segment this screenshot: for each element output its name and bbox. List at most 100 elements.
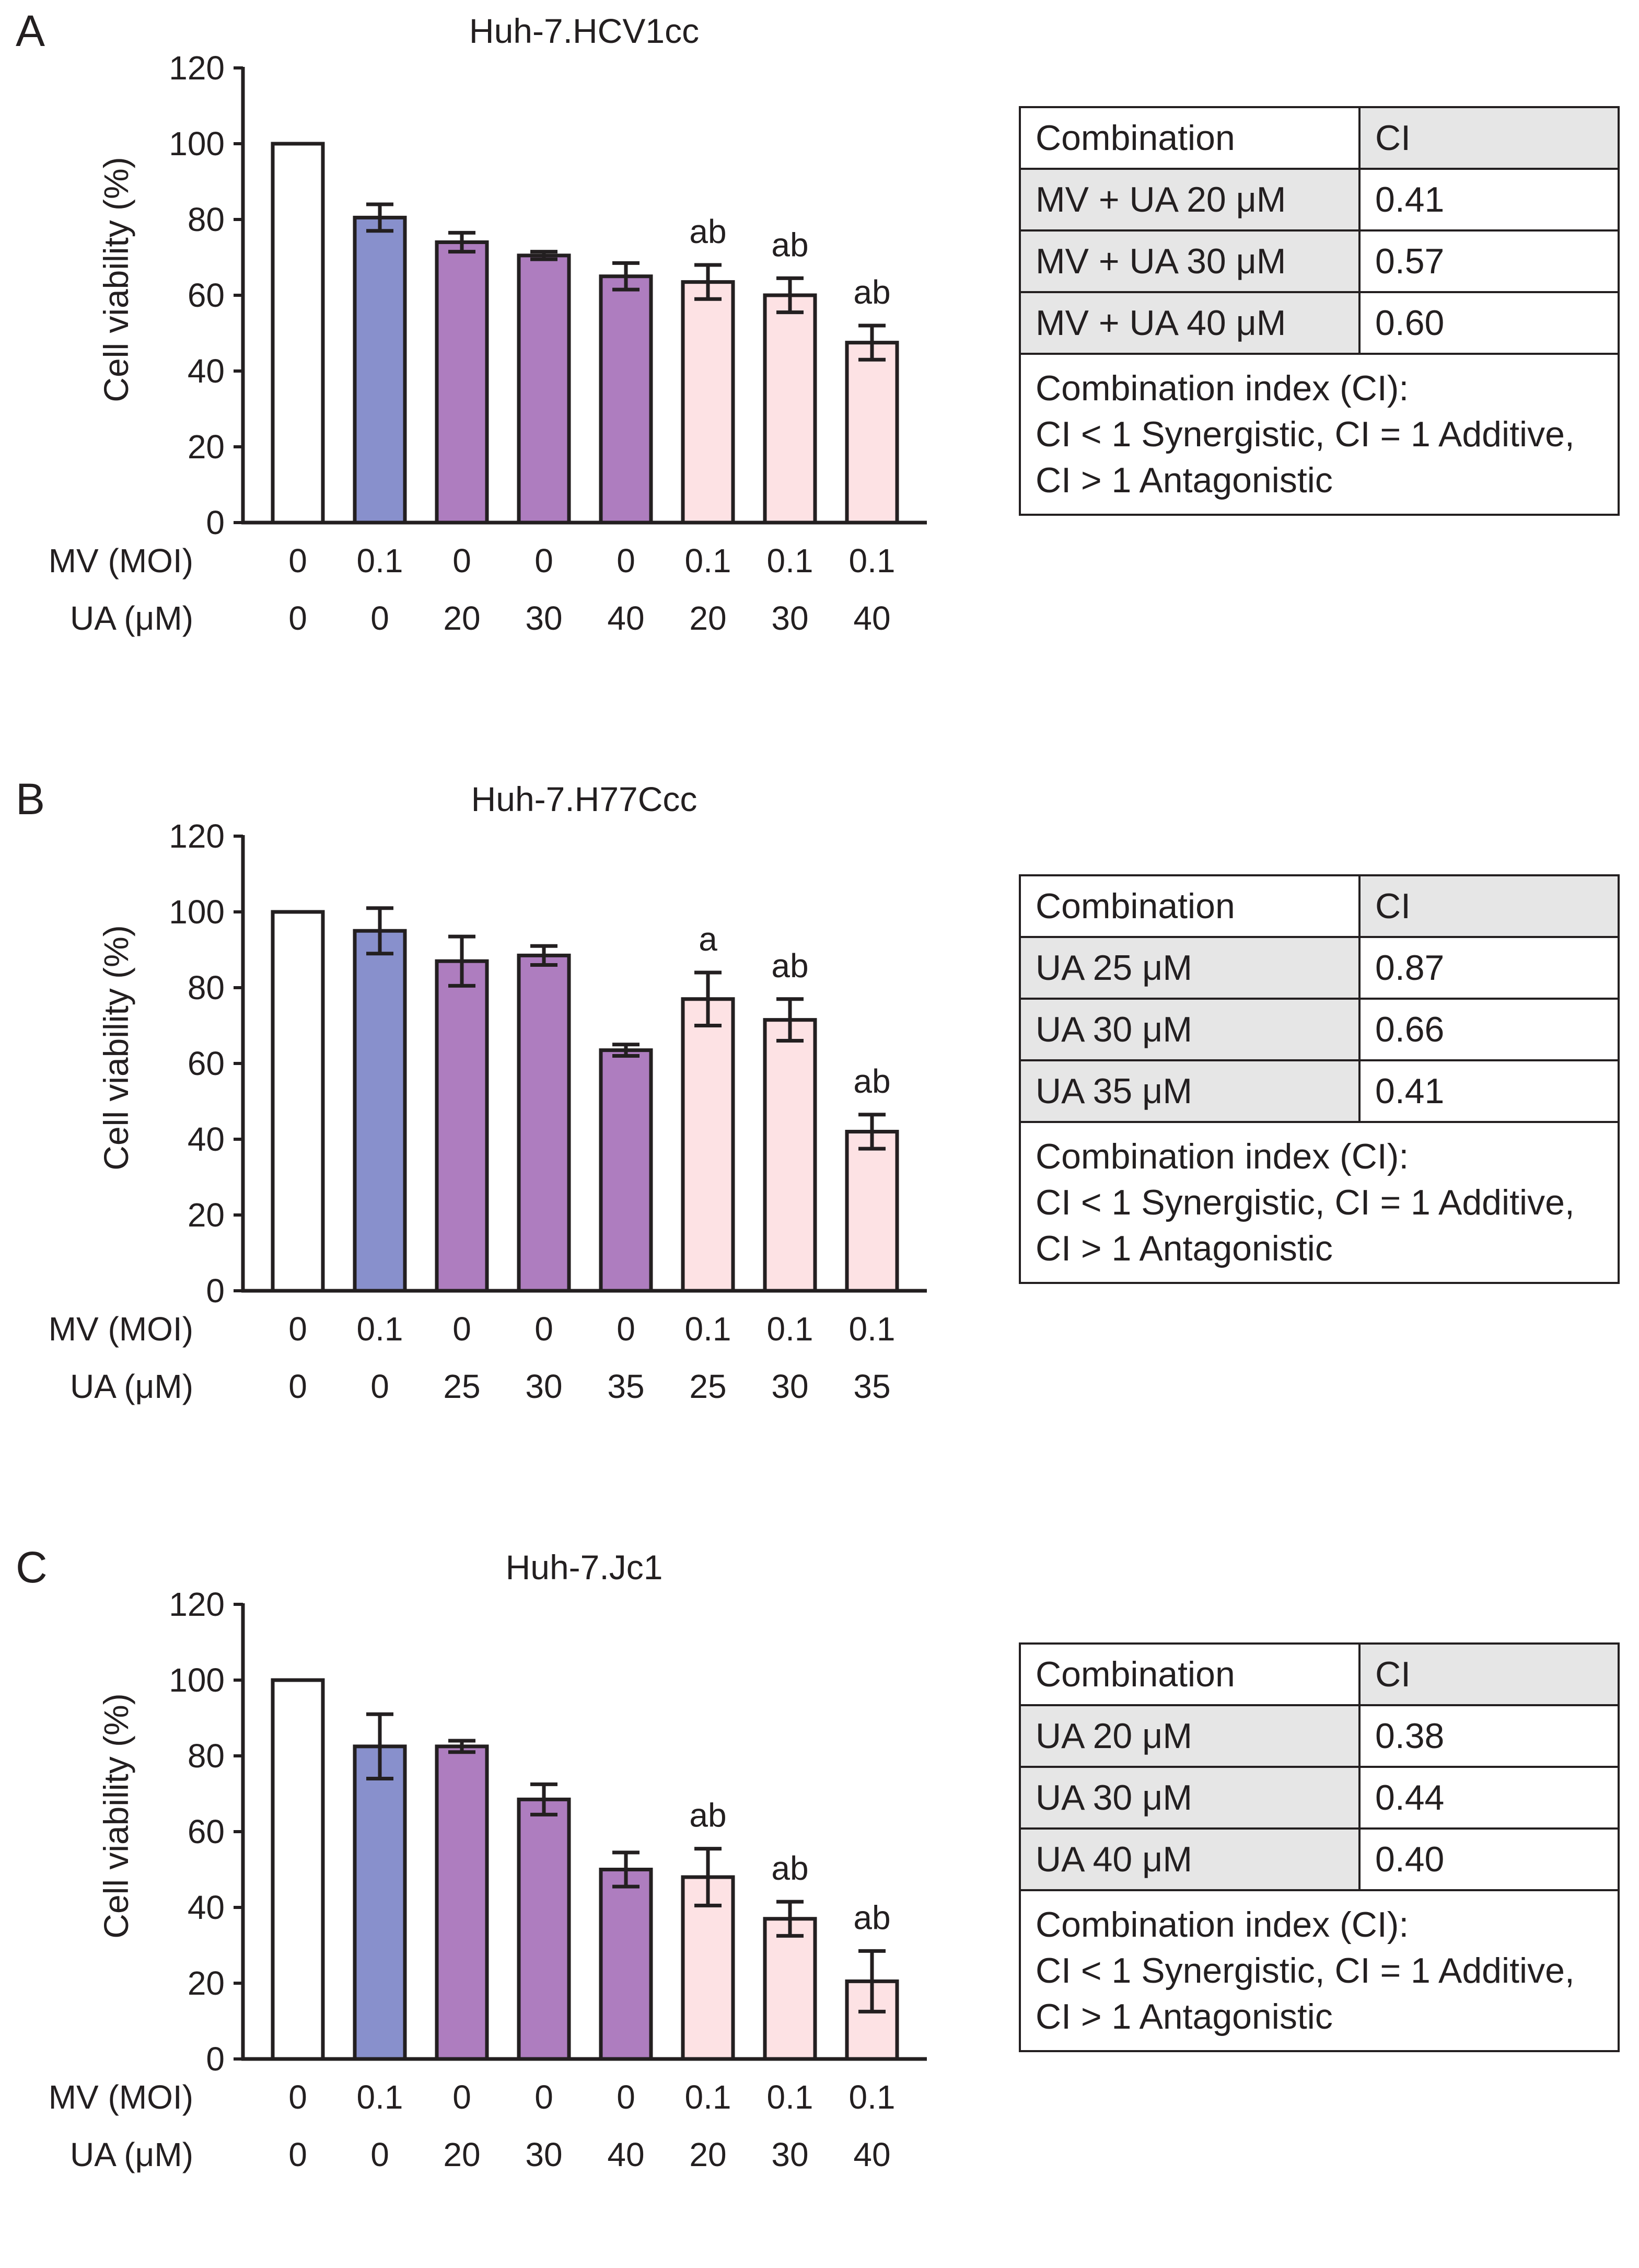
chart-title: Huh-7.H77Ccc bbox=[471, 780, 698, 818]
y-tick-label: 120 bbox=[169, 49, 225, 87]
x-tick-label-ua: 0 bbox=[288, 2136, 307, 2173]
x-tick-label-ua: 20 bbox=[443, 2136, 480, 2173]
y-tick-label: 0 bbox=[206, 2040, 225, 2078]
x-tick-label-mv: 0.1 bbox=[849, 1310, 896, 1348]
bar bbox=[599, 274, 653, 525]
panel-letter: B bbox=[16, 774, 45, 824]
x-tick-label-mv: 0 bbox=[617, 1310, 635, 1348]
ci-table-note-row: Combination index (CI): CI < 1 Synergist… bbox=[1019, 1121, 1620, 1284]
bar bbox=[517, 953, 571, 1293]
ci-table-row: UA 25 μM 0.87 bbox=[1019, 936, 1620, 1000]
ci-value-cell: 0.44 bbox=[1358, 1766, 1620, 1830]
x-tick-label-ua: 30 bbox=[771, 599, 808, 637]
x-tick-label-ua: 20 bbox=[443, 599, 480, 637]
significance-label: ab bbox=[771, 226, 808, 263]
ci-combination-cell: UA 40 μM bbox=[1019, 1827, 1361, 1891]
row-label-ua: UA (μM) bbox=[70, 1368, 193, 1405]
y-tick-label: 60 bbox=[188, 1045, 225, 1082]
x-tick-label-ua: 25 bbox=[689, 1368, 726, 1405]
ci-combination-cell: MV + UA 30 μM bbox=[1019, 229, 1361, 293]
y-tick-label: 40 bbox=[188, 1120, 225, 1158]
x-tick-label-ua: 40 bbox=[607, 2136, 644, 2173]
ci-table-row: MV + UA 40 μM 0.60 bbox=[1019, 291, 1620, 355]
x-tick-label-ua: 30 bbox=[771, 1368, 808, 1405]
bar-chart-b: B Huh-7.H77Ccc Cell viability (%) 0 20 40 60 80… bbox=[16, 774, 927, 1405]
x-tick-label-ua: 30 bbox=[525, 1368, 562, 1405]
ci-header-combination: Combination bbox=[1019, 874, 1361, 938]
y-tick-label: 60 bbox=[188, 1813, 225, 1850]
x-tick-label-mv: 0 bbox=[452, 1310, 471, 1348]
bar bbox=[517, 253, 571, 525]
x-tick-label-ua: 30 bbox=[525, 2136, 562, 2173]
ci-note-line: Combination index (CI): bbox=[1036, 1905, 1409, 1945]
ci-header-ci: CI bbox=[1358, 106, 1620, 170]
x-tick-label-mv: 0.1 bbox=[685, 1310, 731, 1348]
x-tick-label-ua: 20 bbox=[689, 599, 726, 637]
ci-value-cell: 0.38 bbox=[1358, 1704, 1620, 1768]
bar bbox=[763, 1018, 817, 1293]
ci-note: Combination index (CI): CI < 1 Synergist… bbox=[1019, 1889, 1620, 2052]
x-tick-label-ua: 20 bbox=[689, 2136, 726, 2173]
bar bbox=[599, 1868, 653, 2061]
x-tick-label-mv: 0.1 bbox=[849, 2078, 896, 2116]
ci-table-row: UA 40 μM 0.40 bbox=[1019, 1827, 1620, 1891]
y-tick-label: 80 bbox=[188, 1737, 225, 1775]
ci-note: Combination index (CI): CI < 1 Synergist… bbox=[1019, 353, 1620, 516]
ci-header-ci: CI bbox=[1358, 874, 1620, 938]
ci-note-line: CI < 1 Synergistic, CI = 1 Additive, bbox=[1036, 414, 1575, 454]
x-tick-label-mv: 0 bbox=[452, 542, 471, 580]
ci-value-cell: 0.87 bbox=[1358, 936, 1620, 1000]
x-tick-label-ua: 0 bbox=[288, 599, 307, 637]
ci-header-combination: Combination bbox=[1019, 1642, 1361, 1706]
bar bbox=[681, 997, 735, 1293]
x-tick-label-mv: 0 bbox=[534, 542, 553, 580]
significance-label: ab bbox=[771, 947, 808, 985]
panel-b: B Huh-7.H77Ccc Cell viability (%) 0 20 40 60 80… bbox=[0, 768, 1639, 1500]
y-axis-label: Cell viability (%) bbox=[97, 157, 135, 402]
ci-table-note-row: Combination index (CI): CI < 1 Synergist… bbox=[1019, 1889, 1620, 2052]
panel-a: A Huh-7.HCV1cc Cell viability (%) 0 20 40 60 80… bbox=[0, 0, 1639, 732]
significance-label: ab bbox=[771, 1849, 808, 1887]
ci-header-combination: Combination bbox=[1019, 106, 1361, 170]
x-tick-label-ua: 25 bbox=[443, 1368, 480, 1405]
ci-table-header: Combination CI bbox=[1019, 106, 1620, 170]
x-tick-label-mv: 0.1 bbox=[849, 542, 896, 580]
row-label-ua: UA (μM) bbox=[70, 599, 193, 637]
y-tick-label: 120 bbox=[169, 1586, 225, 1623]
ci-combination-cell: UA 35 μM bbox=[1019, 1059, 1361, 1123]
x-tick-label-mv: 0 bbox=[617, 542, 635, 580]
bar bbox=[435, 959, 489, 1293]
ci-note-line: CI > 1 Antagonistic bbox=[1036, 1997, 1333, 2036]
x-tick-label-ua: 0 bbox=[370, 2136, 389, 2173]
ci-combination-cell: UA 30 μM bbox=[1019, 1766, 1361, 1830]
row-label-ua: UA (μM) bbox=[70, 2136, 193, 2173]
y-tick-label: 100 bbox=[169, 893, 225, 931]
x-tick-label-mv: 0.1 bbox=[685, 2078, 731, 2116]
ci-table-row: UA 35 μM 0.41 bbox=[1019, 1059, 1620, 1123]
bar bbox=[435, 240, 489, 525]
significance-label: ab bbox=[689, 213, 726, 250]
x-tick-label-ua: 40 bbox=[853, 599, 890, 637]
ci-table-row: UA 30 μM 0.44 bbox=[1019, 1766, 1620, 1830]
ci-combination-cell: UA 30 μM bbox=[1019, 998, 1361, 1061]
bar-chart-a: A Huh-7.HCV1cc Cell viability (%) 0 20 40 60 80… bbox=[16, 6, 927, 637]
x-tick-label-mv: 0 bbox=[617, 2078, 635, 2116]
ci-note-line: CI < 1 Synergistic, CI = 1 Additive, bbox=[1036, 1183, 1575, 1222]
chart-title: Huh-7.Jc1 bbox=[506, 1548, 663, 1587]
y-tick-label: 40 bbox=[188, 352, 225, 390]
ci-table-header: Combination CI bbox=[1019, 874, 1620, 938]
bar bbox=[599, 1048, 653, 1293]
bar bbox=[353, 215, 407, 525]
y-tick-label: 20 bbox=[188, 1196, 225, 1234]
x-tick-label-mv: 0.1 bbox=[357, 1310, 403, 1348]
ci-value-cell: 0.41 bbox=[1358, 168, 1620, 232]
y-tick-label: 80 bbox=[188, 201, 225, 238]
ci-note-line: CI > 1 Antagonistic bbox=[1036, 1229, 1333, 1268]
x-tick-label-mv: 0 bbox=[288, 542, 307, 580]
x-tick-label-ua: 35 bbox=[853, 1368, 890, 1405]
y-tick-label: 20 bbox=[188, 1964, 225, 2002]
bar bbox=[353, 1744, 407, 2061]
bar bbox=[271, 1678, 325, 2061]
ci-note-line: CI < 1 Synergistic, CI = 1 Additive, bbox=[1036, 1951, 1575, 1991]
ci-table-row: MV + UA 30 μM 0.57 bbox=[1019, 229, 1620, 293]
